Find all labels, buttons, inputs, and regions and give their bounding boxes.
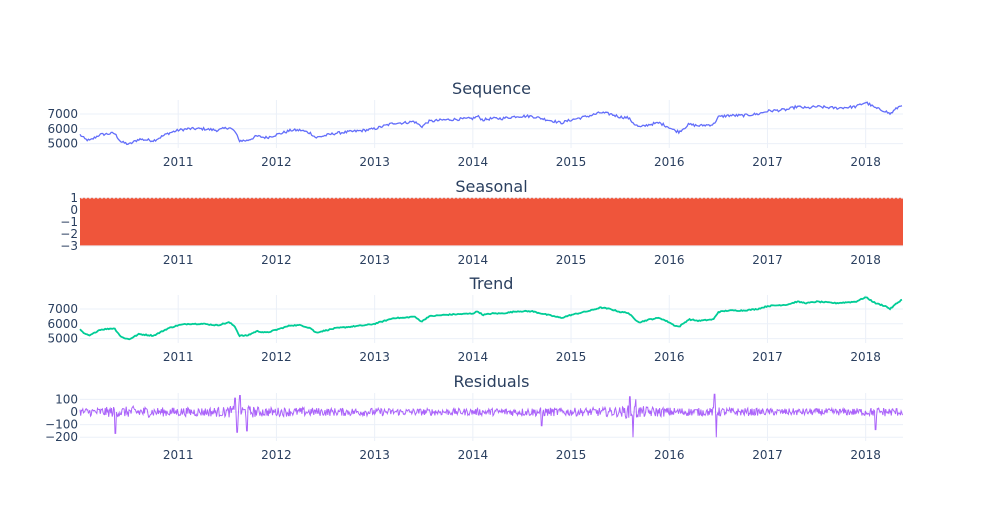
x-tick-label: 2016: [654, 448, 685, 462]
x-tick-label: 2011: [163, 448, 194, 462]
y-tick-label: 7000: [47, 302, 78, 316]
y-tick-label: 7000: [47, 107, 78, 121]
x-tick-label: 2017: [752, 253, 783, 267]
x-tick-label: 2013: [359, 253, 390, 267]
y-tick-label: 100: [55, 392, 78, 406]
x-tick-label: 2016: [654, 155, 685, 169]
x-tick-label: 2017: [752, 448, 783, 462]
panel-trend: Trend 2011 2012 2013 2014 2015 2016 2017 2018 500…: [47, 274, 903, 364]
panel-sequence: Sequence 2011 2012 2013 2014 2015 2016 2017 2018…: [47, 79, 903, 169]
panel-residuals: Residuals 2011 2012 2013 2014 2015 2016 2017 201…: [45, 372, 903, 462]
y-tick-label: −200: [45, 430, 78, 444]
y-tick-label: −2: [60, 227, 78, 241]
x-tick-label: 2018: [850, 155, 881, 169]
x-tick-label: 2014: [458, 155, 489, 169]
x-tick-label: 2018: [850, 350, 881, 364]
x-tick-label: 2017: [752, 350, 783, 364]
x-tick-label: 2015: [556, 155, 587, 169]
panel-title: Residuals: [454, 372, 530, 391]
x-tick-label: 2016: [654, 350, 685, 364]
y-tick-label: −3: [60, 239, 78, 253]
panel-seasonal: Seasonal 2011 2012 2013 2014 2015 2016 2017 2018…: [60, 177, 903, 267]
x-tick-label: 2017: [752, 155, 783, 169]
y-tick-label: 5000: [47, 137, 78, 151]
seasonal-band: [80, 198, 903, 246]
panel-title: Sequence: [452, 79, 531, 98]
seasonal-edge: [79, 197, 903, 201]
trend-line: [79, 296, 903, 341]
y-tick-label: 6000: [47, 122, 78, 136]
x-tick-label: 2015: [556, 350, 587, 364]
x-tick-label: 2015: [556, 253, 587, 267]
y-tick-label: −1: [60, 215, 78, 229]
x-tick-label: 2011: [163, 253, 194, 267]
x-tick-label: 2018: [850, 253, 881, 267]
x-tick-label: 2014: [458, 350, 489, 364]
x-tick-label: 2014: [458, 448, 489, 462]
x-tick-label: 2012: [261, 253, 292, 267]
x-tick-label: 2016: [654, 253, 685, 267]
panel-title: Trend: [469, 274, 514, 293]
y-tick-label: 5000: [47, 332, 78, 346]
x-tick-label: 2013: [359, 350, 390, 364]
x-tick-label: 2018: [850, 448, 881, 462]
x-tick-label: 2014: [458, 253, 489, 267]
x-tick-label: 2012: [261, 448, 292, 462]
panel-title: Seasonal: [455, 177, 527, 196]
x-tick-label: 2011: [163, 155, 194, 169]
x-tick-label: 2012: [261, 350, 292, 364]
y-tick-label: 1: [70, 191, 78, 205]
y-tick-label: 6000: [47, 317, 78, 331]
residuals-line: [79, 393, 903, 438]
sequence-line: [79, 101, 903, 146]
x-tick-label: 2013: [359, 448, 390, 462]
x-tick-label: 2012: [261, 155, 292, 169]
x-tick-label: 2011: [163, 350, 194, 364]
y-tick-label: −100: [45, 418, 78, 432]
y-tick-label: 0: [70, 203, 78, 217]
y-tick-label: 0: [70, 405, 78, 419]
x-tick-label: 2013: [359, 155, 390, 169]
x-tick-label: 2015: [556, 448, 587, 462]
